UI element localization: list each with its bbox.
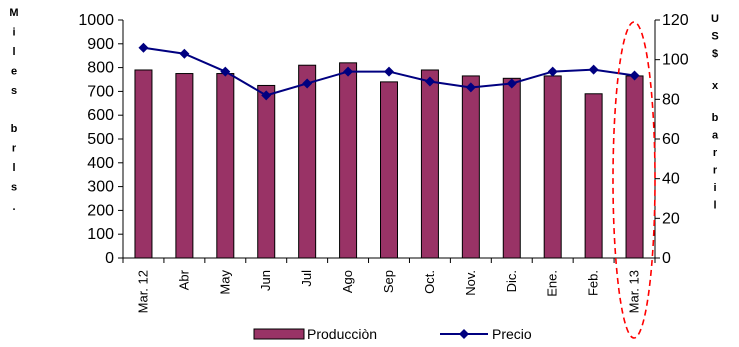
y-tick-label: 600 [87, 107, 114, 124]
y2-tick-label: 40 [662, 171, 680, 188]
y-axis-ticks: 0 100 200 300 400 500 600 700 800 900 1000 [78, 12, 123, 267]
line-point [384, 66, 394, 77]
axes [122, 20, 656, 263]
x-tick-label: Feb. [586, 270, 601, 296]
line-point [179, 48, 190, 59]
y-tick-label: 0 [105, 250, 114, 267]
x-tick-label: Jul [299, 270, 314, 287]
line-point [302, 78, 313, 89]
bar [543, 75, 562, 259]
y2-axis-ticks: 0 20 40 60 80 100 120 [655, 12, 689, 267]
y2-tick-label: 100 [662, 52, 689, 69]
highlight-ellipse [612, 21, 656, 339]
y-tick-label: 900 [87, 36, 114, 53]
x-tick-label: May [217, 270, 232, 295]
line-point [629, 70, 640, 81]
y-tick-label: 300 [87, 179, 114, 196]
line-series [138, 42, 640, 101]
x-tick-label: Nov. [463, 270, 478, 296]
line-point [465, 82, 476, 93]
line-point [343, 66, 354, 77]
bar [216, 73, 235, 259]
highlight-shape [612, 21, 656, 339]
y-tick-label: 100 [87, 226, 114, 243]
y-tick-label: 500 [87, 131, 114, 148]
y2-tick-label: 60 [662, 131, 680, 148]
bar [257, 84, 276, 259]
bar [502, 77, 521, 259]
bar [420, 69, 439, 259]
y-tick-label: 700 [87, 83, 114, 100]
line-point [506, 78, 517, 89]
x-tick-label: Abr [176, 269, 191, 290]
bar [175, 73, 194, 259]
x-tick-label: Dic. [504, 270, 519, 292]
bar [134, 69, 153, 259]
y-tick-label: 200 [87, 202, 114, 219]
y2-tick-label: 20 [662, 210, 680, 227]
x-tick-label: Ene. [545, 270, 560, 297]
y2-tick-label: 80 [662, 91, 680, 108]
bar-series [134, 62, 644, 259]
y2-tick-label: 120 [662, 12, 689, 29]
y2-axis-label: U S $ x b a r r i l [711, 13, 719, 212]
line-point [588, 64, 599, 75]
bar [339, 62, 358, 259]
legend-line-label: Precio [492, 326, 532, 342]
x-axis-ticks: Mar. 12 Abr May Jun Jul Ago Sep Oct. Nov. Dic. Ene… [135, 269, 641, 313]
legend-bar-swatch [253, 328, 305, 340]
legend-bar-label: Producciòn [307, 326, 377, 342]
line-point [220, 66, 231, 77]
y-tick-label: 400 [87, 155, 114, 172]
bar [298, 64, 317, 259]
line-point [424, 76, 435, 87]
x-tick-label: Mar. 13 [627, 270, 642, 313]
bar [461, 75, 480, 259]
x-tick-label: Oct. [422, 270, 437, 294]
axis-label-text: U S $ x b a r r i l [711, 13, 719, 212]
y-tick-label: 800 [87, 60, 114, 77]
line-point [138, 42, 149, 53]
x-tick-label: Jun [258, 270, 273, 291]
line-point [547, 66, 558, 77]
bar [380, 81, 398, 259]
y2-tick-label: 0 [662, 250, 671, 267]
y-tick-label: 1000 [78, 12, 114, 29]
legend-line-marker [459, 329, 469, 339]
bar [584, 93, 603, 259]
x-tick-label: Sep [381, 270, 396, 293]
bar [625, 75, 644, 259]
x-tick-label: Mar. 12 [135, 270, 150, 313]
line-point [261, 90, 272, 101]
x-tick-label: Ago [340, 270, 355, 293]
legend: Producciòn Precio [253, 326, 532, 342]
